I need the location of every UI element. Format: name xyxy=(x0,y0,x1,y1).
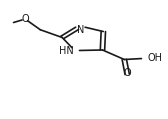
Text: O: O xyxy=(124,68,132,78)
Text: OH: OH xyxy=(148,53,163,63)
Text: N: N xyxy=(77,25,84,35)
Text: HN: HN xyxy=(59,46,73,56)
Text: O: O xyxy=(21,14,29,24)
